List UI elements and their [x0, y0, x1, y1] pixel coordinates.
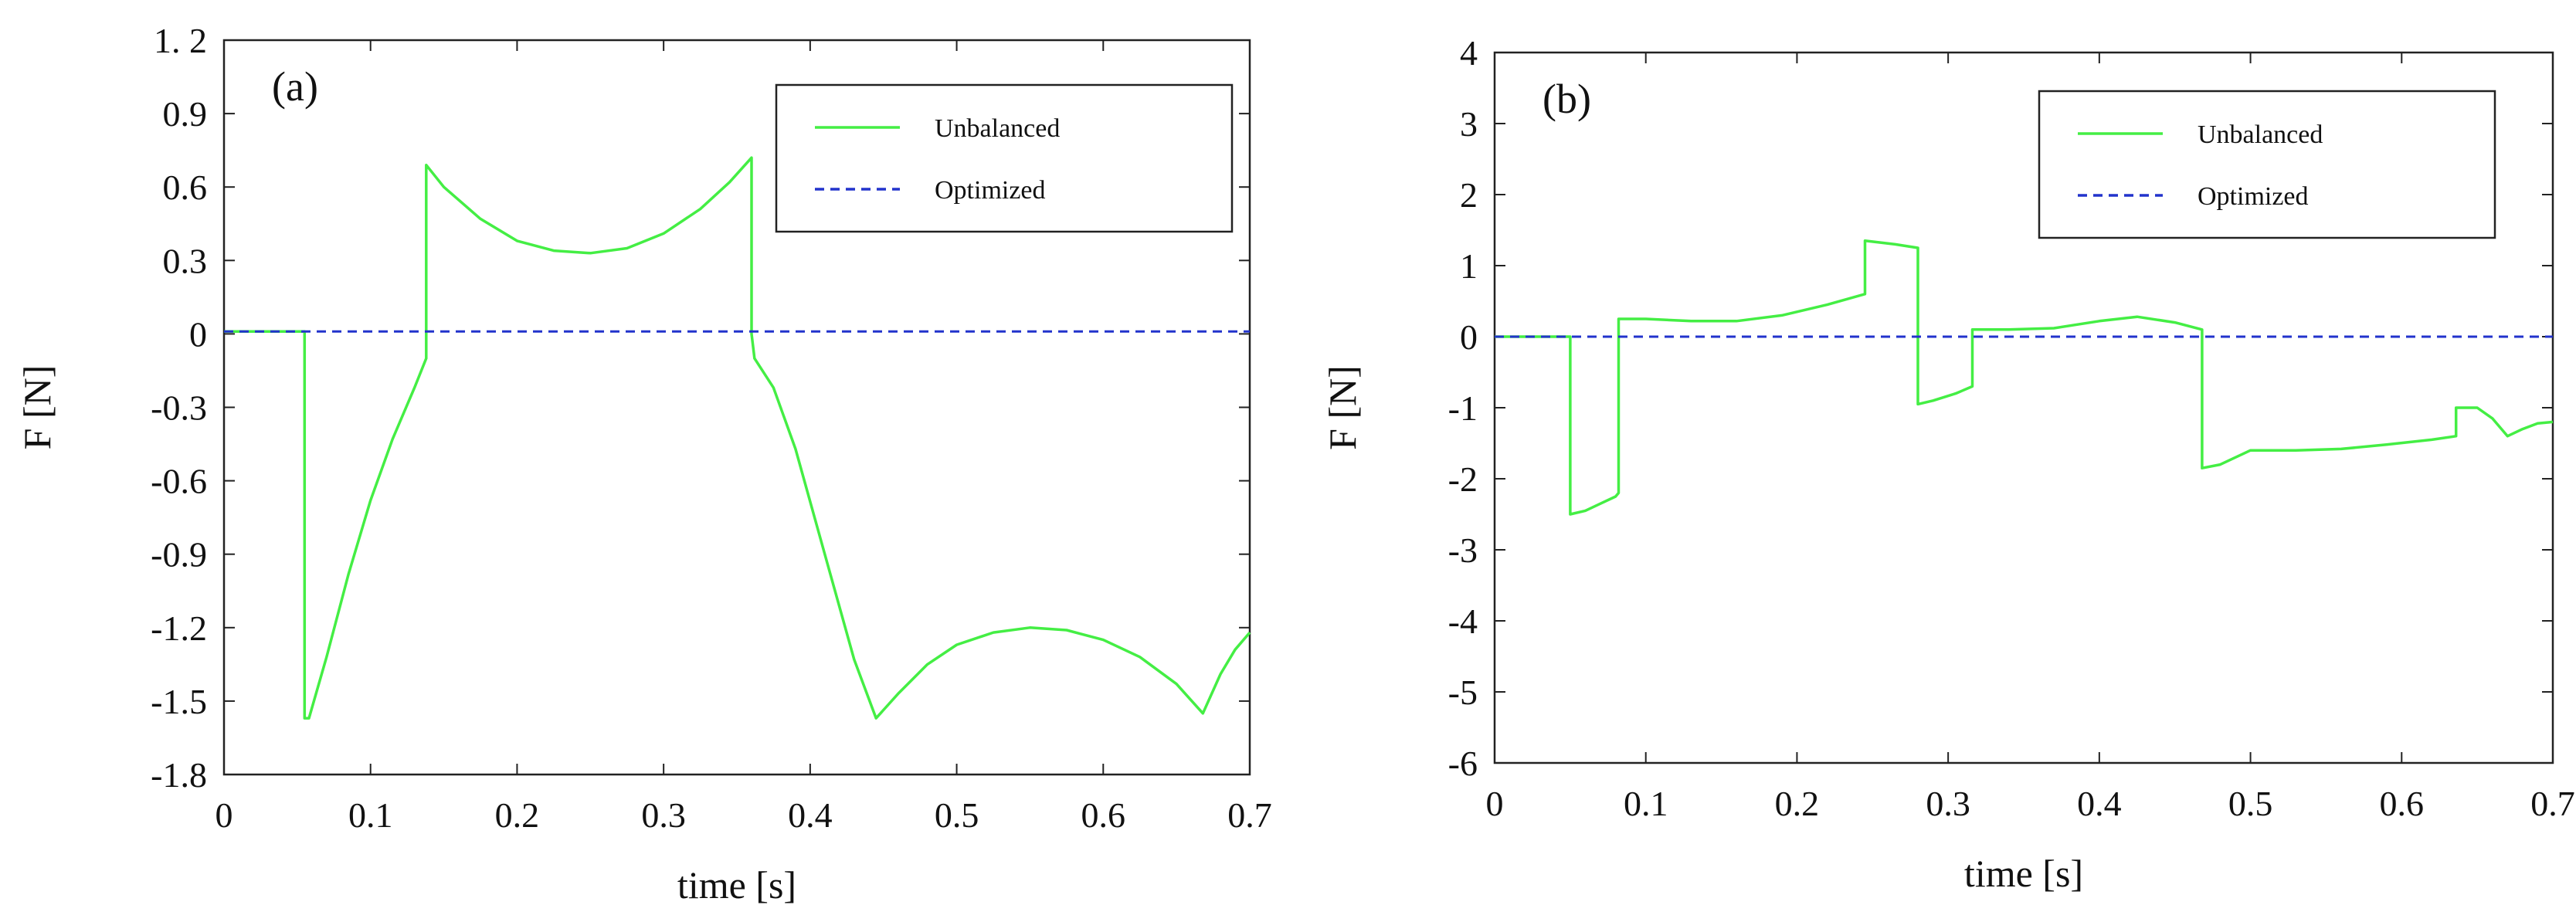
legend-box	[775, 83, 1234, 233]
chart-panel-a: 1. 20.90.60.30-0.3-0.6-0.9-1.2-1.5-1.80 0…	[15, 21, 1272, 907]
series-line-unbalanced	[224, 156, 1251, 720]
panel-label: (b)	[1543, 76, 1591, 122]
x-tick-label: 0.2	[495, 795, 540, 835]
x-tick-label: 0.4	[788, 795, 833, 835]
y-tick-label: -6	[1448, 744, 1478, 783]
x-tick-label: 0.4	[2077, 784, 2122, 823]
y-tick-label: 3	[1460, 104, 1478, 144]
y-tick-label: -1	[1448, 388, 1478, 428]
panel-label: (a)	[272, 63, 318, 110]
y-tick-label: -0.3	[151, 388, 207, 428]
y-tick-label: -4	[1448, 602, 1478, 641]
x-tick-label: 0.5	[2228, 784, 2273, 823]
series-line-unbalanced	[1495, 239, 2554, 516]
y-tick-label: 0.9	[163, 94, 208, 134]
y-tick-label: 0	[189, 314, 207, 354]
x-axis-label: time [s]	[1964, 852, 2083, 895]
x-tick-label: 0.7	[1227, 795, 1272, 835]
y-tick-label: 0.6	[163, 168, 208, 207]
y-tick-label: 4	[1460, 33, 1478, 73]
y-tick-label: -1.2	[151, 608, 207, 648]
x-tick-label: 0.1	[348, 795, 393, 835]
y-tick-label: 0.3	[163, 241, 208, 280]
legend-label: Optimized	[935, 176, 1046, 205]
legend-label: Unbalanced	[2198, 120, 2323, 149]
legend: Unbalanced Optimized	[775, 83, 1234, 233]
x-tick-label: 0.2	[1775, 784, 1820, 823]
x-tick-label: 0.6	[1081, 795, 1126, 835]
y-tick-label: 0	[1460, 317, 1478, 357]
x-tick-label: 0	[1486, 784, 1504, 823]
y-tick-label: -1.8	[151, 755, 207, 795]
x-tick-label: 0	[216, 795, 233, 835]
legend-label: Optimized	[2198, 182, 2309, 211]
y-tick-label: -5	[1448, 673, 1478, 712]
legend: Unbalanced Optimized	[2038, 90, 2496, 239]
y-axis-label: F [N]	[1321, 365, 1364, 450]
x-tick-label: 0.6	[2380, 784, 2425, 823]
y-tick-label: 1	[1460, 246, 1478, 286]
x-tick-label: 0.3	[1926, 784, 1970, 823]
y-tick-label: 2	[1460, 175, 1478, 215]
y-tick-label: -3	[1448, 530, 1478, 570]
x-tick-label: 0.1	[1624, 784, 1668, 823]
y-tick-label: -2	[1448, 459, 1478, 499]
y-tick-label: -0.9	[151, 535, 207, 575]
y-tick-label: -1.5	[151, 682, 207, 721]
x-tick-label: 0.5	[935, 795, 979, 835]
x-tick-label: 0.3	[641, 795, 686, 835]
y-axis-label: F [N]	[15, 365, 59, 450]
x-tick-label: 0.7	[2530, 784, 2575, 823]
x-axis-label: time [s]	[677, 863, 796, 907]
y-tick-label: -0.6	[151, 462, 207, 501]
legend-label: Unbalanced	[935, 114, 1060, 143]
y-tick-label: 1. 2	[154, 21, 207, 60]
legend-box	[2038, 90, 2496, 239]
